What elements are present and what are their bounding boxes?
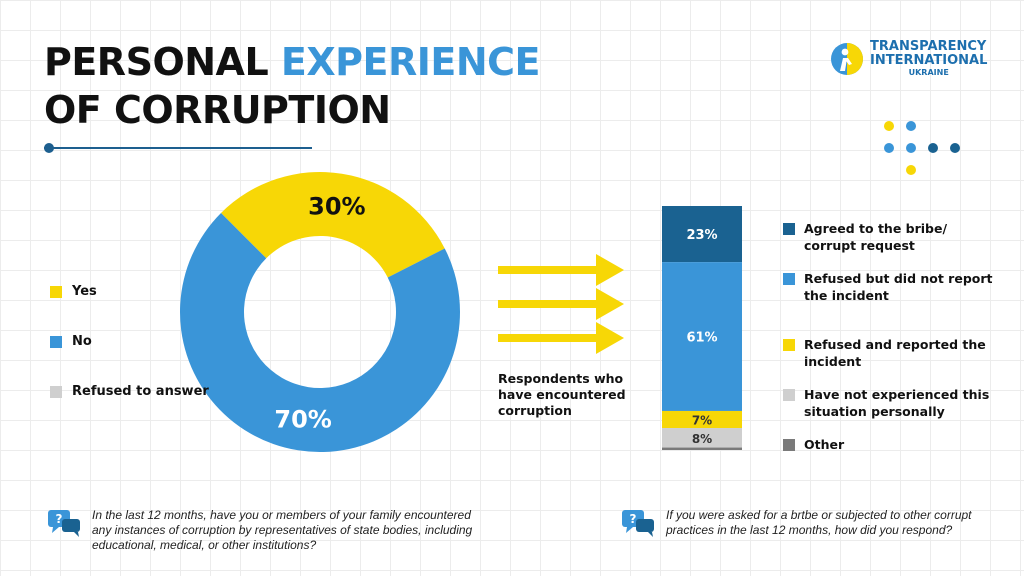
page-title: PERSONAL EXPERIENCE OF CORRUPTION xyxy=(44,38,540,134)
question-left-text: In the last 12 months, have you or membe… xyxy=(92,508,473,552)
title-word-personal: PERSONAL xyxy=(44,40,269,84)
donut-chart: 30% 70% xyxy=(179,172,460,452)
question-left: ? In the last 12 months, have you or mem… xyxy=(46,508,476,553)
title-underline xyxy=(44,147,312,149)
question-right: ? If you were asked for a brtbe or subje… xyxy=(620,508,1000,540)
legend-swatch xyxy=(783,223,795,235)
logo-line-3: UKRAINE xyxy=(908,68,949,77)
legend-item-refused-and-reported-the-incid: Refused and reported the incident xyxy=(783,336,993,370)
svg-text:?: ? xyxy=(630,512,637,526)
legend-label: Refused but did not report the incident xyxy=(804,271,993,303)
question-chat-icon: ? xyxy=(622,510,654,537)
legend-item-have-not-experienced-this-situ: Have not experienced this situation pers… xyxy=(783,386,993,420)
legend-swatch xyxy=(783,339,795,351)
question-right-text: If you were asked for a brtbe or subject… xyxy=(666,508,972,537)
legend-label: Other xyxy=(804,437,845,452)
logo-line-1: TRANSPARENCY xyxy=(870,39,987,54)
bar-segment-agreed-to-the-bribe-corrupt-re xyxy=(662,206,742,263)
donut-slice-no xyxy=(179,213,460,452)
arrow-icon xyxy=(498,254,624,286)
stacked-bar-chart: 23% 61% 7% 8% xyxy=(662,206,742,450)
bar-segment-refused-but-did-not-report-the xyxy=(662,262,742,411)
legend-label: Have not experienced this situation pers… xyxy=(804,387,990,419)
arrow-icon xyxy=(498,288,624,320)
legend-label: Refused to answer xyxy=(72,384,209,399)
legend-swatch xyxy=(50,335,62,348)
legend-item-yes: Yes xyxy=(50,284,97,299)
donut-slice-yes xyxy=(221,172,445,278)
bar-segment-have-not-experienced-this-situ xyxy=(662,428,742,448)
legend-item-refused-but-did-not-report-the: Refused but did not report the incident xyxy=(783,270,993,304)
donut-label-no: 70% xyxy=(274,406,331,434)
bar-segment-other xyxy=(662,447,742,450)
legend-label: Refused and reported the incident xyxy=(804,337,986,369)
bar-label: 61% xyxy=(686,331,717,346)
legend-swatch xyxy=(783,389,795,401)
bar-label: 7% xyxy=(692,414,712,428)
legend-swatch xyxy=(50,285,62,298)
svg-text:?: ? xyxy=(56,512,63,526)
decorative-dots xyxy=(884,121,960,175)
title-word-experience: EXPERIENCE xyxy=(280,40,541,84)
legend-item-refused-to-answer: Refused to answer xyxy=(50,384,209,399)
legend-label: No xyxy=(72,334,92,349)
logo-mark-icon xyxy=(831,42,863,75)
logo-text: TRANSPARENCY INTERNATIONAL UKRAINE xyxy=(870,39,988,78)
legend-swatch xyxy=(783,439,795,451)
title-line-2: OF CORRUPTION xyxy=(44,88,391,132)
legend-item-agreed-to-the-bribe-corrupt-re: Agreed to the bribe/ corrupt request xyxy=(783,220,993,254)
legend-label: Agreed to the bribe/ corrupt request xyxy=(804,221,948,253)
donut-label-yes: 30% xyxy=(308,192,365,220)
legend-item-no: No xyxy=(50,334,92,349)
logo-line-2: INTERNATIONAL xyxy=(870,53,988,68)
legend-label: Yes xyxy=(72,284,97,299)
arrow-icon xyxy=(498,322,624,354)
legend-swatch xyxy=(783,273,795,285)
respondents-label: Respondents who have encountered corrupt… xyxy=(498,371,626,418)
question-chat-icon: ? xyxy=(48,510,80,537)
bar-segment-refused-and-reported-the-incid xyxy=(662,410,742,429)
bar-label: 8% xyxy=(692,432,712,446)
bar-label: 23% xyxy=(686,228,717,243)
arrows-graphic xyxy=(498,254,624,354)
logo: TRANSPARENCY INTERNATIONAL UKRAINE xyxy=(830,40,987,77)
legend-swatch xyxy=(50,385,62,398)
legend-item-other: Other xyxy=(783,436,993,453)
